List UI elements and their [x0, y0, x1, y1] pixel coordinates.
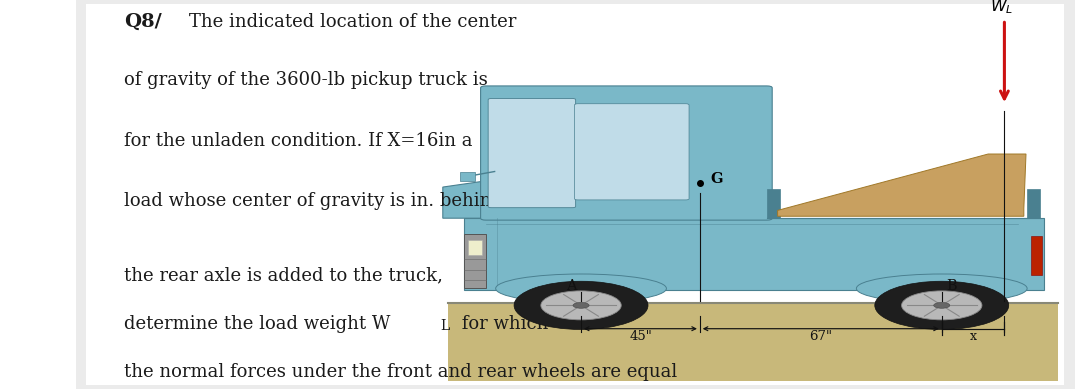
- Circle shape: [934, 303, 949, 308]
- Text: of gravity of the 3600-lb pickup truck is: of gravity of the 3600-lb pickup truck i…: [124, 72, 488, 89]
- Bar: [767, 189, 780, 218]
- Polygon shape: [778, 154, 1026, 216]
- Circle shape: [573, 303, 589, 308]
- Bar: [464, 218, 1044, 290]
- Text: 67": 67": [809, 330, 833, 343]
- Text: for the unladen condition. If X=16in a: for the unladen condition. If X=16in a: [124, 132, 473, 150]
- Text: The indicated location of the center: The indicated location of the center: [189, 13, 516, 31]
- Polygon shape: [443, 179, 497, 218]
- Text: load whose center of gravity is in. behind: load whose center of gravity is in. behi…: [124, 192, 503, 210]
- Text: L: L: [441, 319, 450, 333]
- Ellipse shape: [496, 274, 666, 303]
- FancyBboxPatch shape: [488, 98, 576, 208]
- FancyBboxPatch shape: [575, 104, 689, 200]
- Text: x: x: [970, 330, 976, 343]
- Text: the normal forces under the front and rear wheels are equal: the normal forces under the front and re…: [124, 363, 677, 381]
- Circle shape: [875, 281, 1009, 329]
- Text: the rear axle is added to the truck,: the rear axle is added to the truck,: [124, 266, 443, 284]
- Circle shape: [514, 281, 648, 329]
- Text: $W_L$: $W_L$: [990, 0, 1014, 16]
- Text: Q8/: Q8/: [124, 13, 162, 31]
- FancyBboxPatch shape: [481, 86, 772, 220]
- Ellipse shape: [856, 274, 1027, 303]
- Text: G: G: [711, 172, 724, 186]
- Text: B: B: [946, 279, 957, 293]
- Text: A: A: [566, 279, 577, 293]
- Bar: [464, 234, 486, 288]
- Bar: [448, 303, 1058, 381]
- Bar: [460, 172, 475, 181]
- Bar: [1027, 189, 1040, 218]
- Circle shape: [902, 291, 982, 320]
- Text: 45": 45": [629, 330, 652, 343]
- Circle shape: [541, 291, 621, 320]
- Bar: [1031, 236, 1042, 275]
- Text: determine the load weight W: determine the load weight W: [124, 315, 391, 333]
- Text: for which: for which: [456, 315, 549, 333]
- Bar: [468, 240, 482, 255]
